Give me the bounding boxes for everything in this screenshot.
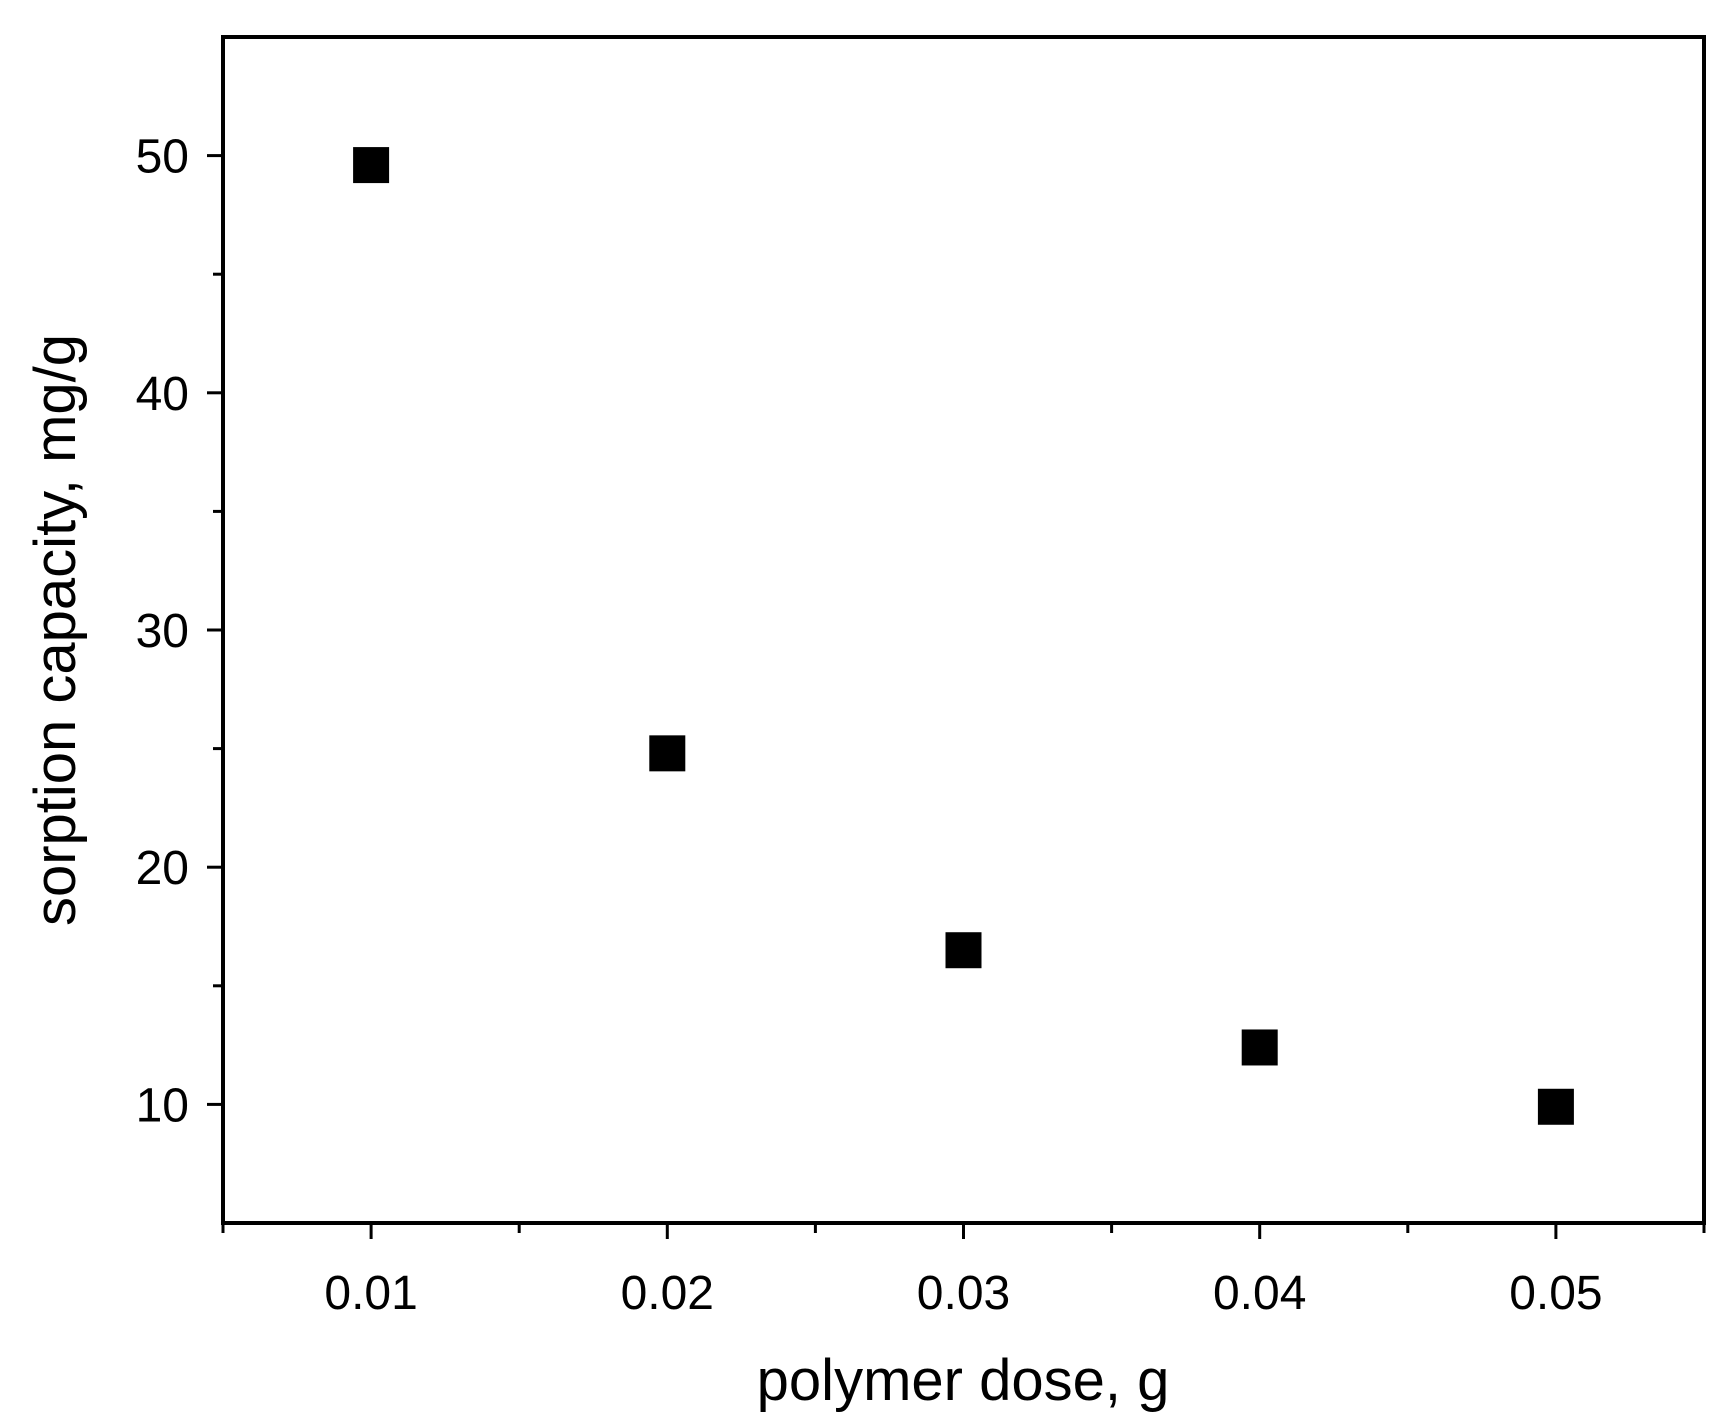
x-axis-title: polymer dose, g (757, 1348, 1170, 1413)
y-axis-tick-labels: 10 20 30 40 50 (136, 131, 189, 1133)
data-point (1537, 1088, 1574, 1125)
y-axis-ticks (207, 154, 223, 1106)
data-point (353, 147, 390, 184)
x-tick-label: 0.03 (917, 1267, 1010, 1320)
x-tick-label: 0.04 (1213, 1267, 1306, 1320)
y-axis-title: sorption capacity, mg/g (23, 334, 88, 926)
data-points (353, 147, 1574, 1125)
plot-frame (221, 35, 1706, 1225)
data-point (945, 932, 982, 969)
x-tick-label: 0.02 (621, 1267, 714, 1320)
data-point (1241, 1029, 1278, 1066)
x-axis-tick-labels: 0.01 0.02 0.03 0.04 0.05 (324, 1267, 1602, 1320)
y-tick-label: 40 (136, 368, 189, 421)
data-point (649, 735, 686, 772)
x-tick-label: 0.05 (1509, 1267, 1602, 1320)
y-tick-label: 50 (136, 131, 189, 184)
x-axis-ticks (221, 1223, 1706, 1239)
y-tick-label: 20 (136, 842, 189, 895)
x-tick-label: 0.01 (324, 1267, 417, 1320)
y-tick-label: 10 (136, 1079, 189, 1132)
y-tick-label: 30 (136, 605, 189, 658)
